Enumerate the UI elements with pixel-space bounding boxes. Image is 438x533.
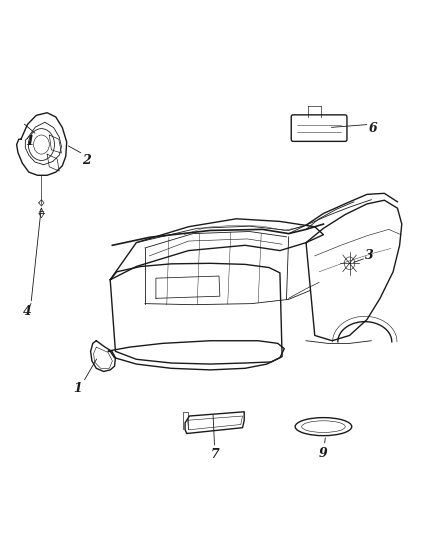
Text: 1: 1 — [73, 382, 82, 395]
Text: 4: 4 — [23, 305, 32, 318]
Text: 1: 1 — [25, 135, 34, 148]
Text: 3: 3 — [365, 249, 374, 262]
Text: 7: 7 — [210, 448, 219, 461]
Text: 6: 6 — [369, 122, 378, 135]
Text: 2: 2 — [82, 154, 91, 167]
Text: 9: 9 — [319, 447, 328, 459]
